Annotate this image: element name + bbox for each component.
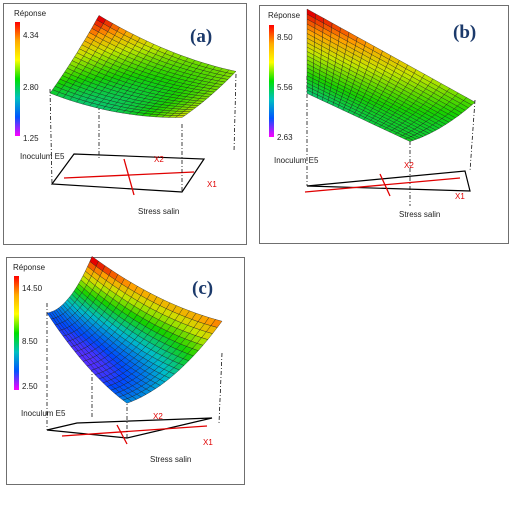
surface-plot: X2 X1 Stress salin [304, 8, 476, 219]
vertical-guide [469, 99, 476, 172]
colorbar-tick-mid: 5.56 [277, 83, 293, 92]
factor-line-x1 [304, 177, 461, 193]
factor-line-x2 [116, 424, 128, 445]
chart-panel-a: Réponse 4.34 2.80 1.25 Inoculum E5 (a) X… [3, 3, 247, 245]
colorbar-tick-low: 2.63 [277, 133, 293, 142]
colorbar [269, 25, 274, 137]
surface-facet [404, 137, 414, 142]
vertical-guide [218, 352, 223, 424]
surface-facet [122, 398, 133, 404]
colorbar-tick-low: 1.25 [23, 134, 39, 143]
factor-line-x1 [61, 425, 208, 437]
colorbar-tick-high: 8.50 [277, 33, 293, 42]
vertical-guide [49, 88, 53, 185]
vertical-guide [233, 73, 237, 153]
colorbar [14, 276, 19, 390]
colorbar-title: Réponse [13, 263, 46, 272]
z-axis-label: Inoculum E5 [21, 409, 66, 418]
x-axis-label: Stress salin [399, 210, 440, 219]
panel-label: (c) [192, 278, 214, 299]
base-plane [306, 170, 471, 192]
colorbar-title: Réponse [268, 11, 301, 20]
factor-label-x1: X1 [203, 438, 213, 447]
surface-facet [174, 115, 186, 118]
colorbar-tick-low: 2.50 [22, 382, 38, 391]
x-axis-label: Stress salin [150, 455, 191, 464]
colorbar-title: Réponse [14, 9, 47, 18]
factor-label-x1: X1 [207, 180, 217, 189]
base-plane [50, 153, 206, 193]
z-axis-label: Inoculum E5 [274, 156, 319, 165]
chart-panel-c: Réponse 14.50 8.50 2.50 Inoculum E5 (c) … [6, 256, 245, 485]
factor-label-x2: X2 [154, 155, 164, 164]
factor-line-x2 [123, 158, 135, 196]
surface-plot: X2 X1 Stress salin [49, 15, 237, 216]
x-axis-label: Stress salin [138, 207, 179, 216]
surface-plot: X2 X1 Stress salin [46, 256, 223, 464]
chart-panel-b: Réponse 8.50 5.56 2.63 Inoculum E5 (b) X… [259, 5, 509, 244]
factor-label-x1: X1 [455, 192, 465, 201]
colorbar-tick-mid: 2.80 [23, 83, 39, 92]
z-axis-label: Inoculum E5 [20, 152, 65, 161]
colorbar-tick-mid: 8.50 [22, 337, 38, 346]
factor-line-x2 [379, 173, 391, 197]
colorbar-tick-high: 14.50 [22, 284, 43, 293]
factor-label-x2: X2 [153, 412, 163, 421]
colorbar-tick-high: 4.34 [23, 31, 39, 40]
colorbar [15, 22, 20, 136]
factor-label-x2: X2 [404, 161, 414, 170]
panel-label: (a) [190, 26, 213, 47]
panel-label: (b) [453, 22, 477, 43]
